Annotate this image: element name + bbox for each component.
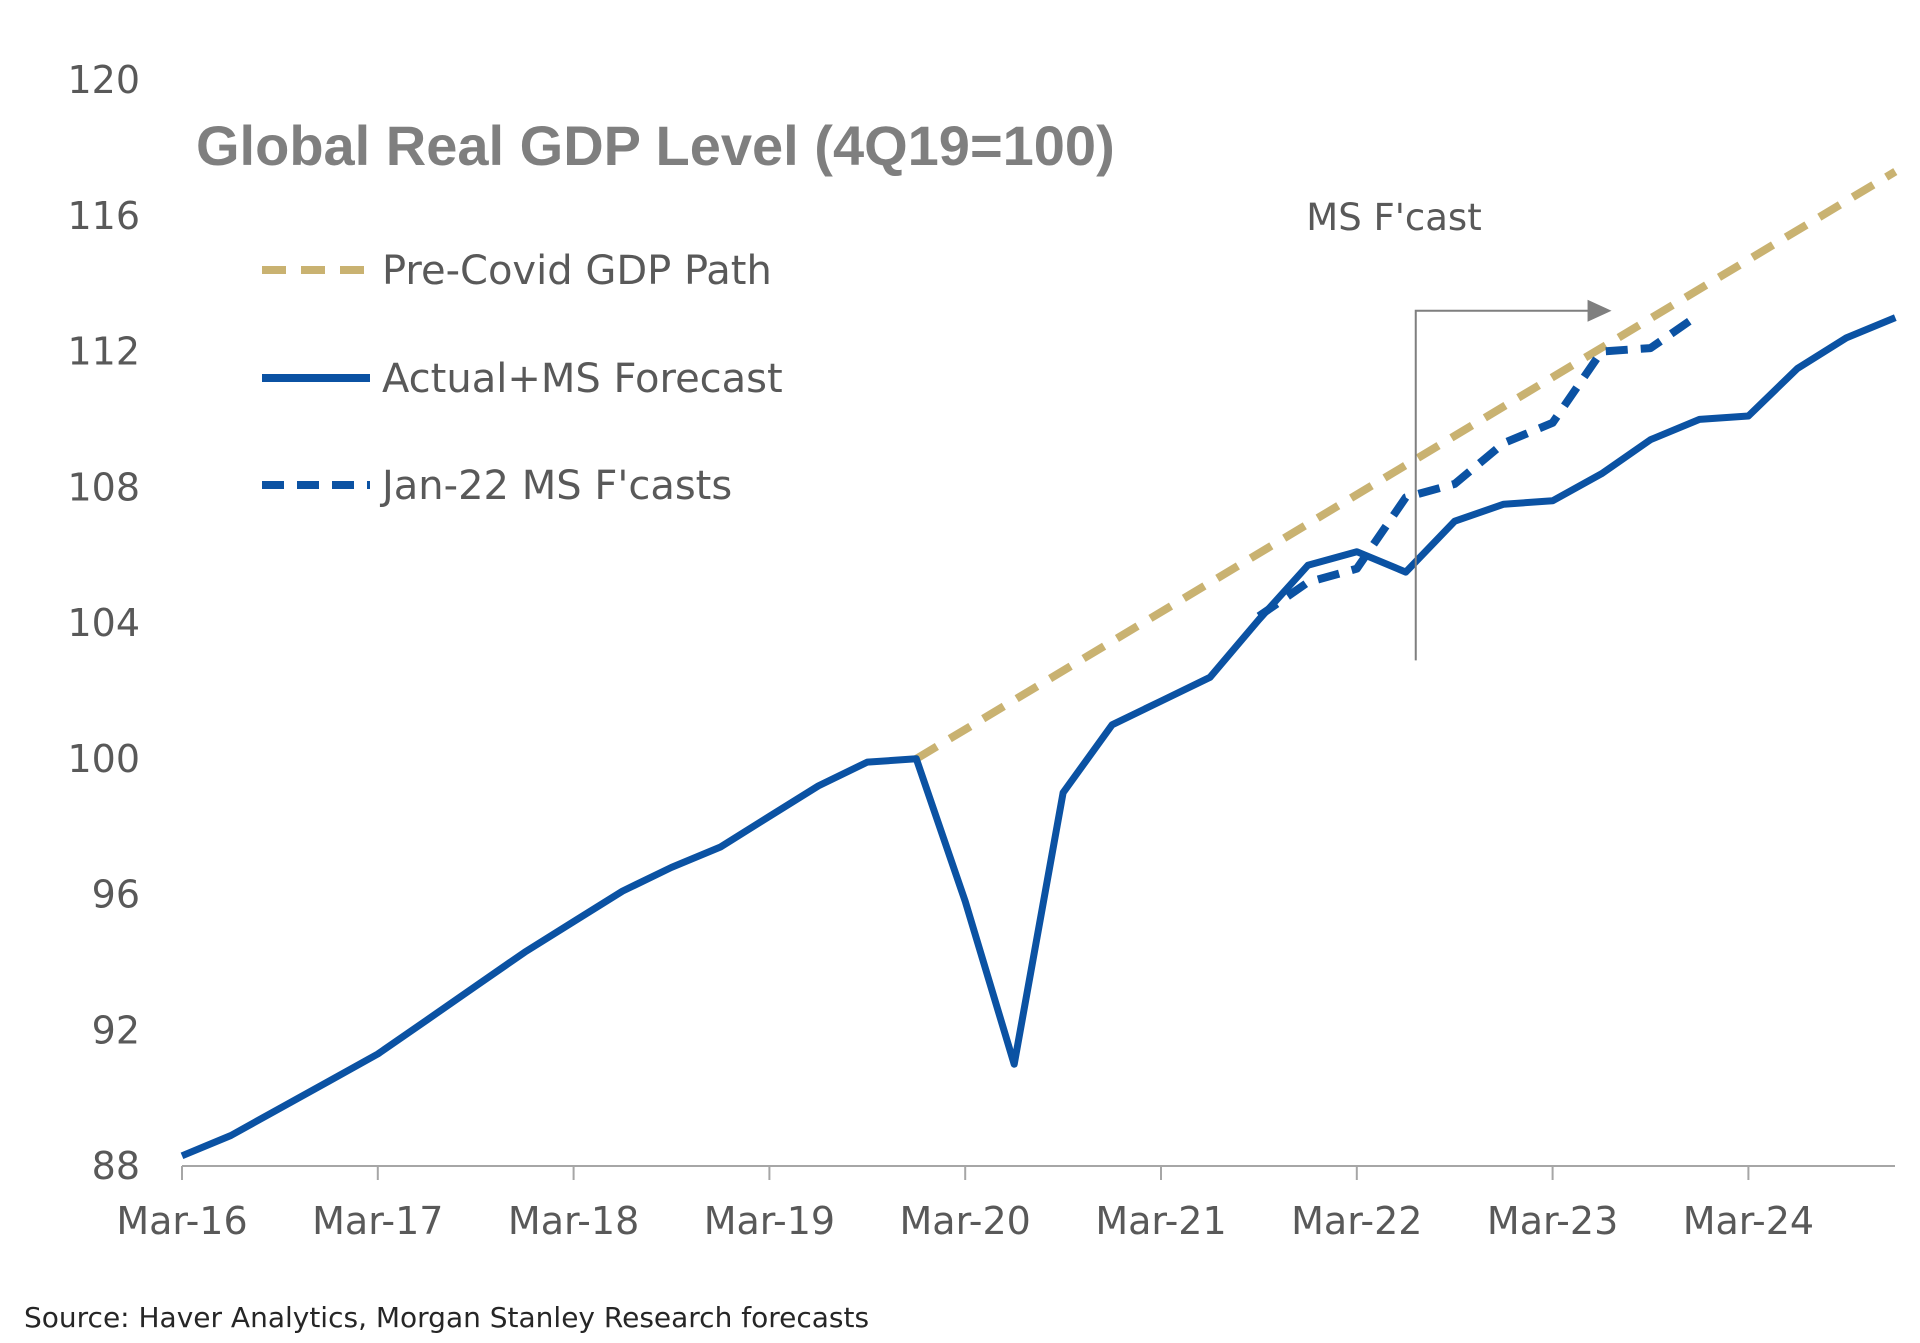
annotation-arrowhead	[1587, 299, 1612, 322]
y-axis-ticks: 88 92 96 100 104 108 112 116 120	[67, 58, 140, 1188]
y-tick-label: 88	[92, 1144, 140, 1188]
chart-title: Global Real GDP Level (4Q19=100)	[196, 114, 1115, 177]
legend: Pre-Covid GDP Path Actual+MS Forecast Jan-…	[262, 248, 783, 509]
y-tick-label: 108	[67, 465, 140, 509]
y-tick-label: 104	[67, 601, 140, 645]
legend-label: Pre-Covid GDP Path	[382, 248, 772, 294]
legend-label: Actual+MS Forecast	[382, 356, 783, 402]
y-tick-label: 100	[67, 737, 140, 781]
x-tick-label: Mar-19	[704, 1199, 835, 1243]
series-line-pre-covid-gdp-path	[914, 168, 1898, 763]
legend-label: Jan-22 MS F'casts	[379, 463, 732, 509]
series-line-actual-ms-forecast	[180, 314, 1897, 1160]
x-tick-label: Mar-17	[312, 1199, 443, 1243]
y-tick-label: 116	[67, 194, 140, 238]
annotation-bracket	[1414, 309, 1590, 661]
forecast-annotation: MS F'cast	[1306, 196, 1612, 661]
x-tick-label: Mar-22	[1291, 1199, 1422, 1243]
plot-lines	[180, 168, 1898, 1160]
x-axis-ticks: Mar-16 Mar-17 Mar-18 Mar-19 Mar-20 Mar-21 Mar-…	[116, 1166, 1814, 1243]
x-tick-label: Mar-16	[116, 1199, 247, 1243]
y-tick-label: 120	[67, 58, 140, 102]
x-tick-label: Mar-23	[1487, 1199, 1618, 1243]
x-tick-label: Mar-18	[508, 1199, 639, 1243]
series-line-jan-22-ms-f-casts	[1256, 310, 1702, 620]
y-tick-label: 112	[67, 330, 140, 374]
x-tick-label: Mar-24	[1683, 1199, 1814, 1243]
y-tick-label: 96	[92, 873, 140, 917]
source-note: Source: Haver Analytics, Morgan Stanley …	[24, 1301, 869, 1334]
x-tick-label: Mar-20	[900, 1199, 1031, 1243]
y-tick-label: 92	[92, 1008, 140, 1052]
annotation-label: MS F'cast	[1306, 196, 1481, 239]
x-tick-label: Mar-21	[1095, 1199, 1226, 1243]
